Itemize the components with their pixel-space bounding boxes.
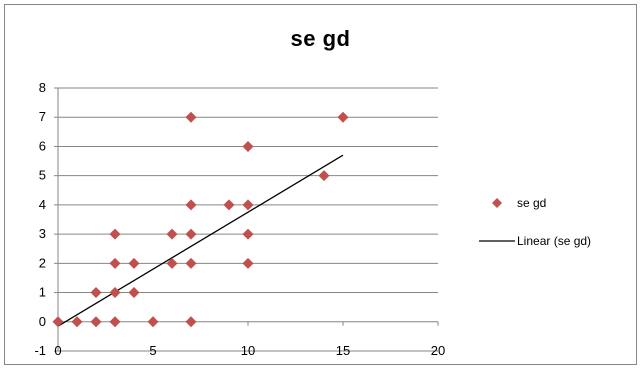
- data-point: [185, 316, 197, 328]
- data-point: [337, 111, 349, 123]
- grid-lines: [58, 87, 438, 352]
- x-tick-label: 15: [336, 343, 350, 358]
- data-point: [242, 199, 254, 211]
- chart-title: se gd: [290, 26, 351, 51]
- trendline: [57, 154, 344, 327]
- legend-marker: [492, 198, 502, 208]
- data-point: [128, 257, 140, 269]
- data-point: [147, 316, 159, 328]
- y-tick-label: 1: [39, 285, 46, 300]
- data-point: [166, 257, 178, 269]
- y-tick-label: 7: [39, 109, 46, 124]
- data-point: [109, 316, 121, 328]
- x-tick-label: 10: [241, 343, 255, 358]
- y-tick-label: 0: [39, 314, 46, 329]
- data-point: [128, 287, 140, 299]
- data-point: [52, 316, 64, 328]
- x-tick-label: 5: [149, 343, 156, 358]
- data-point: [71, 316, 83, 328]
- y-tick-label: 8: [39, 80, 46, 95]
- data-point: [90, 287, 102, 299]
- y-tick-label: -1: [34, 343, 46, 358]
- y-tick-label: 5: [39, 168, 46, 183]
- data-point: [166, 228, 178, 240]
- data-point: [185, 111, 197, 123]
- data-point: [318, 170, 330, 182]
- y-tick-label: 4: [39, 197, 46, 212]
- axes: -1 0 1 2 3 4 5 6 7 8 0 5 10 15 20: [34, 80, 445, 358]
- legend-label: se gd: [517, 196, 546, 210]
- data-point: [109, 228, 121, 240]
- legend-trendline-label: Linear (se gd): [517, 234, 591, 248]
- y-tick-label: 2: [39, 255, 46, 270]
- data-point: [109, 287, 121, 299]
- data-point: [185, 199, 197, 211]
- x-tick-label: 20: [431, 343, 445, 358]
- data-point: [185, 228, 197, 240]
- data-point: [242, 228, 254, 240]
- data-point: [242, 257, 254, 269]
- data-point: [109, 257, 121, 269]
- data-point: [90, 316, 102, 328]
- y-tick-label: 6: [39, 138, 46, 153]
- data-point: [223, 199, 235, 211]
- data-points: [52, 111, 349, 328]
- legend: se gd Linear (se gd): [479, 196, 591, 248]
- trendline-layer: [57, 154, 344, 327]
- data-point: [185, 257, 197, 269]
- chart-frame: [4, 4, 637, 365]
- y-tick-label: 3: [39, 226, 46, 241]
- x-tick-label: 0: [54, 343, 61, 358]
- data-point: [242, 140, 254, 152]
